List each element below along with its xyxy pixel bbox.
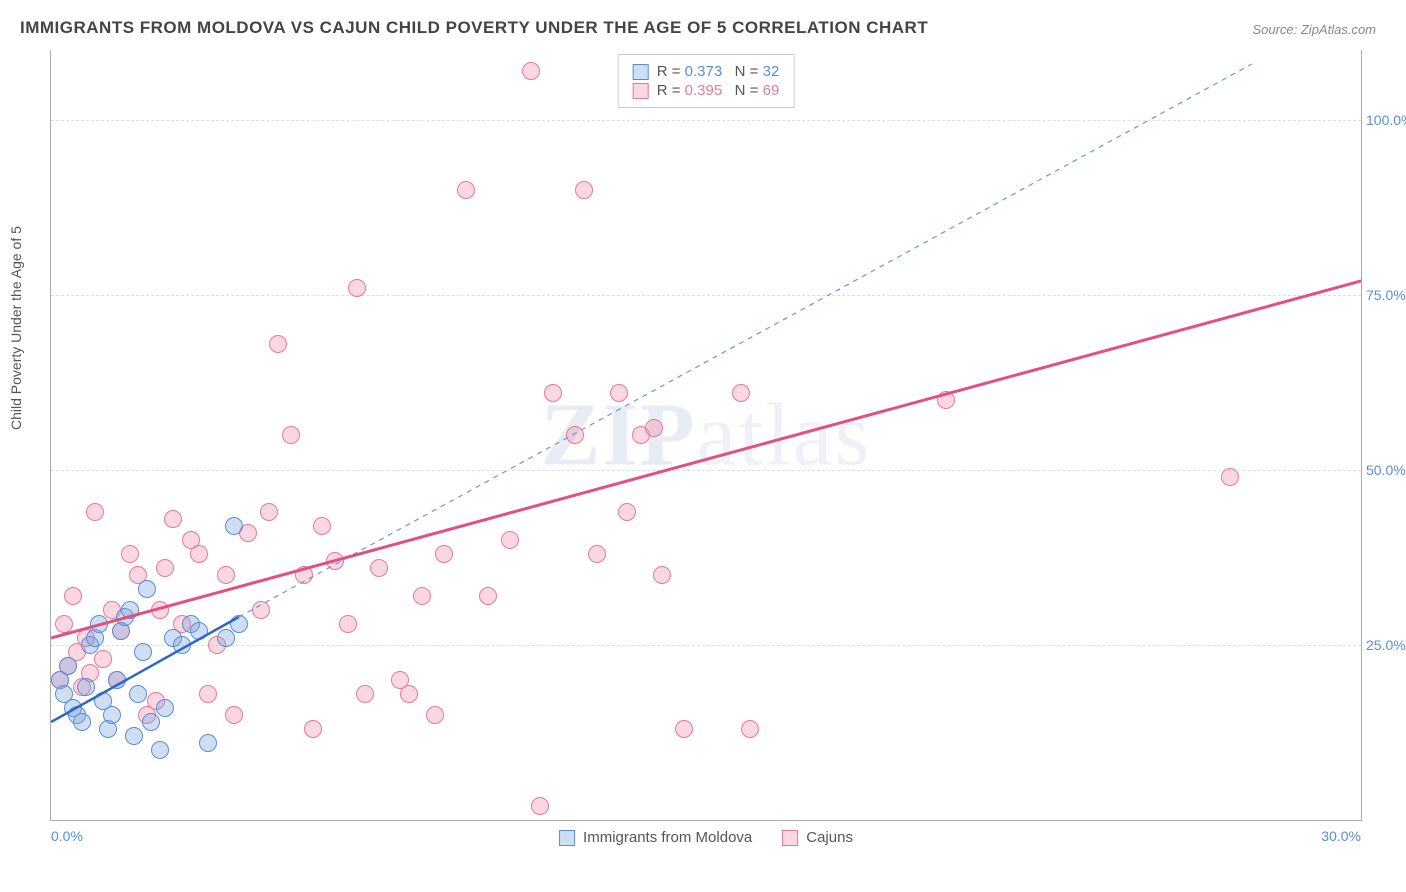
legend-label: Immigrants from Moldova (583, 829, 752, 846)
y-tick-label: 75.0% (1366, 287, 1406, 303)
data-point-pink (645, 419, 663, 437)
data-point-pink (348, 279, 366, 297)
data-point-pink (260, 503, 278, 521)
data-point-pink (1221, 468, 1239, 486)
y-axis-label: Child Poverty Under the Age of 5 (8, 226, 24, 430)
data-point-pink (610, 384, 628, 402)
legend-swatch (782, 830, 798, 846)
gridline (51, 120, 1361, 121)
data-point-pink (252, 601, 270, 619)
data-point-pink (435, 545, 453, 563)
data-point-blue (90, 615, 108, 633)
data-point-blue (108, 671, 126, 689)
data-point-pink (531, 797, 549, 815)
data-point-pink (151, 601, 169, 619)
swatch-blue (633, 64, 649, 80)
data-point-blue (59, 657, 77, 675)
data-point-pink (304, 720, 322, 738)
data-point-blue (225, 517, 243, 535)
plot-area: ZIPatlas R = 0.373 N = 32 R = 0.395 N = … (50, 50, 1362, 821)
data-point-pink (356, 685, 374, 703)
data-point-pink (164, 510, 182, 528)
data-point-pink (566, 426, 584, 444)
data-point-pink (479, 587, 497, 605)
y-tick-label: 50.0% (1366, 462, 1406, 478)
legend-item: Cajuns (782, 829, 853, 846)
y-tick-label: 100.0% (1366, 112, 1406, 128)
data-point-pink (370, 559, 388, 577)
data-point-blue (151, 741, 169, 759)
data-point-pink (675, 720, 693, 738)
chart-title: IMMIGRANTS FROM MOLDOVA VS CAJUN CHILD P… (20, 18, 928, 38)
legend-swatch (559, 830, 575, 846)
data-point-pink (199, 685, 217, 703)
legend-stats: R = 0.373 N = 32 R = 0.395 N = 69 (618, 54, 795, 108)
data-point-pink (55, 615, 73, 633)
data-point-pink (94, 650, 112, 668)
swatch-pink (633, 83, 649, 99)
data-point-pink (501, 531, 519, 549)
data-point-blue (134, 643, 152, 661)
data-point-pink (326, 552, 344, 570)
gridline (51, 295, 1361, 296)
data-point-pink (732, 384, 750, 402)
gridline (51, 470, 1361, 471)
data-point-blue (156, 699, 174, 717)
data-point-blue (217, 629, 235, 647)
data-point-blue (199, 734, 217, 752)
data-point-pink (741, 720, 759, 738)
data-point-blue (230, 615, 248, 633)
data-point-pink (653, 566, 671, 584)
source-label: Source: ZipAtlas.com (1252, 22, 1376, 37)
gridline (51, 645, 1361, 646)
data-point-pink (282, 426, 300, 444)
data-point-pink (413, 587, 431, 605)
x-tick-label: 30.0% (1321, 828, 1361, 844)
data-point-blue (173, 636, 191, 654)
data-point-blue (103, 706, 121, 724)
watermark: ZIPatlas (541, 384, 872, 487)
data-point-pink (575, 181, 593, 199)
data-point-pink (457, 181, 475, 199)
data-point-blue (77, 678, 95, 696)
data-point-pink (217, 566, 235, 584)
trend-lines (51, 50, 1361, 820)
legend-series: Immigrants from Moldova Cajuns (559, 829, 853, 846)
data-point-blue (73, 713, 91, 731)
data-point-pink (522, 62, 540, 80)
data-point-pink (269, 335, 287, 353)
data-point-pink (618, 503, 636, 521)
data-point-pink (339, 615, 357, 633)
legend-item: Immigrants from Moldova (559, 829, 752, 846)
data-point-pink (295, 566, 313, 584)
data-point-pink (225, 706, 243, 724)
data-point-pink (426, 706, 444, 724)
data-point-blue (190, 622, 208, 640)
data-point-blue (129, 685, 147, 703)
legend-row-blue: R = 0.373 N = 32 (633, 63, 780, 80)
data-point-blue (121, 601, 139, 619)
data-point-pink (156, 559, 174, 577)
legend-label: Cajuns (806, 829, 853, 846)
data-point-blue (142, 713, 160, 731)
data-point-pink (544, 384, 562, 402)
data-point-pink (121, 545, 139, 563)
data-point-pink (64, 587, 82, 605)
x-tick-label: 0.0% (51, 828, 83, 844)
data-point-blue (138, 580, 156, 598)
data-point-pink (588, 545, 606, 563)
y-tick-label: 25.0% (1366, 637, 1406, 653)
data-point-pink (86, 503, 104, 521)
data-point-pink (400, 685, 418, 703)
data-point-pink (313, 517, 331, 535)
data-point-pink (190, 545, 208, 563)
data-point-blue (125, 727, 143, 745)
legend-row-pink: R = 0.395 N = 69 (633, 82, 780, 99)
data-point-pink (937, 391, 955, 409)
